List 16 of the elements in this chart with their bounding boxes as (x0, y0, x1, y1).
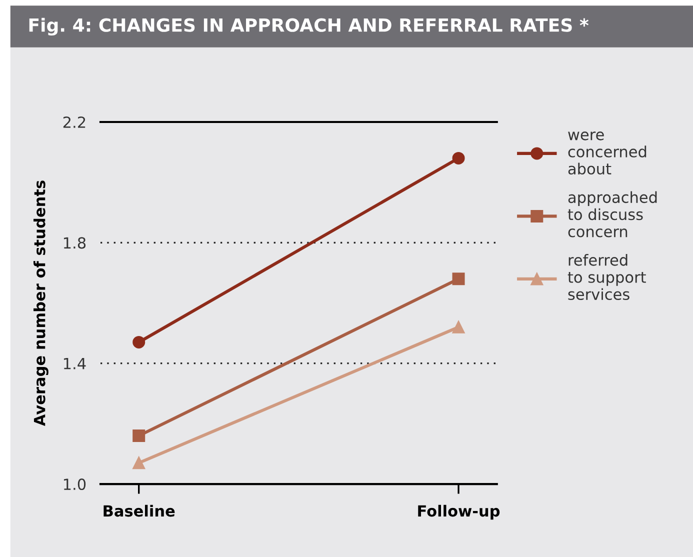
point (132, 456, 146, 470)
legend-label: referred to support services (568, 254, 646, 300)
point (452, 152, 465, 164)
y-tick-label: 1.4 (64, 358, 86, 370)
point (132, 430, 146, 442)
y-tick-label: 2.2 (63, 116, 86, 128)
point (132, 336, 146, 348)
y-tick-label: 1.8 (64, 237, 86, 249)
x-tick-label: Baseline (104, 504, 175, 517)
y-axis-title: Average number of students (34, 180, 48, 426)
point (452, 320, 465, 334)
x-tick-label: Follow-up (418, 504, 500, 520)
legend-label: were concerned about (568, 132, 646, 175)
y-tick-label: 1.0 (64, 478, 86, 490)
point (452, 272, 465, 286)
chart-title: Fig. 4: CHANGES IN APPROACH AND REFERRAL RATES * (29, 18, 589, 36)
